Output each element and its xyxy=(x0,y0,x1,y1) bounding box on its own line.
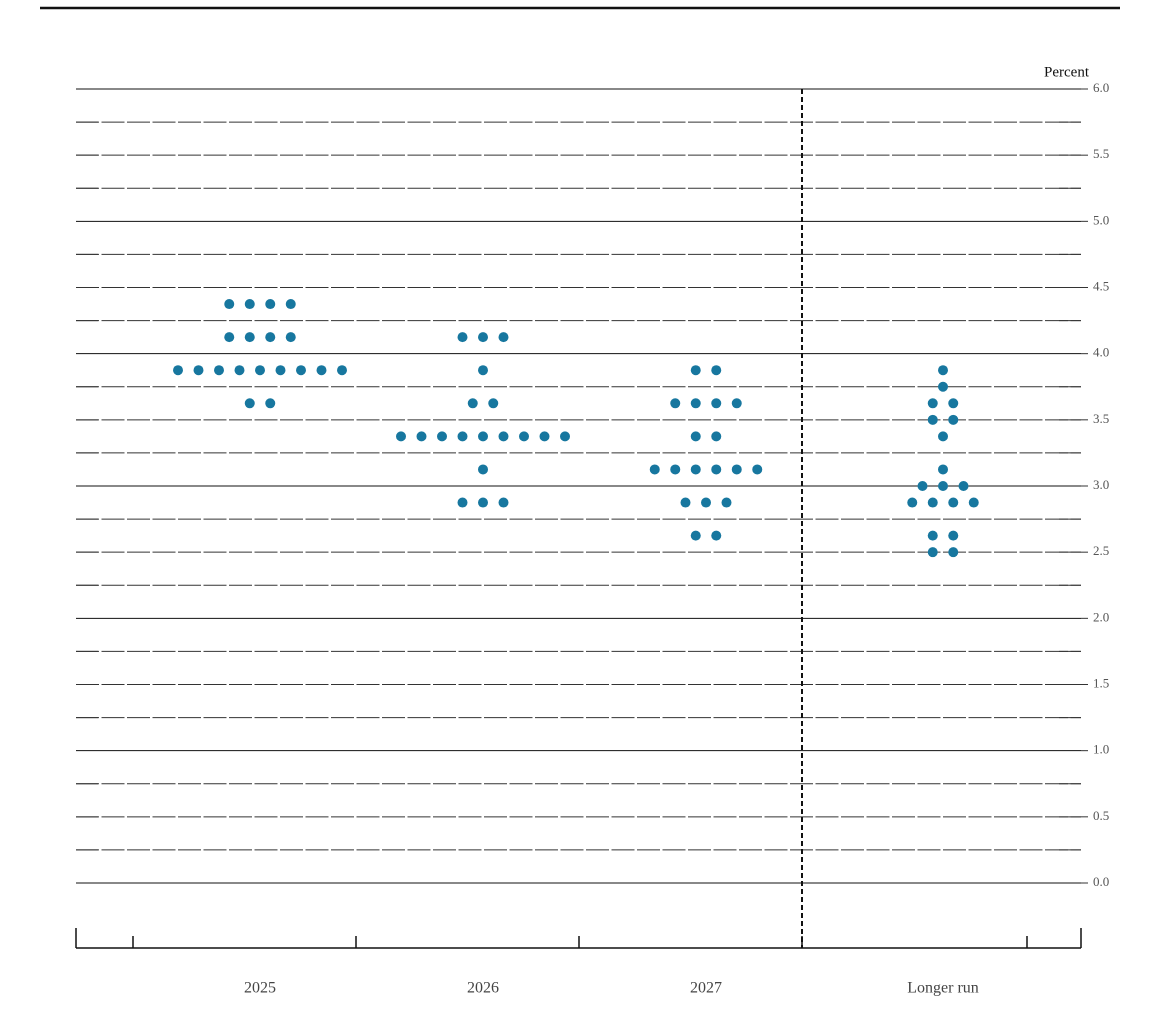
dot xyxy=(917,481,928,491)
dot xyxy=(938,431,948,442)
dot xyxy=(265,398,276,409)
y-tick-label: 1.5 xyxy=(1093,675,1109,690)
dot xyxy=(731,398,742,409)
dot xyxy=(948,497,959,508)
dot xyxy=(234,365,245,376)
dot xyxy=(173,365,183,376)
dot xyxy=(488,398,499,409)
dot xyxy=(690,464,701,475)
dot xyxy=(478,497,488,508)
dot xyxy=(938,365,948,376)
dot xyxy=(927,530,938,541)
dot xyxy=(316,365,327,376)
dot xyxy=(907,497,918,508)
y-tick-label: 4.0 xyxy=(1093,345,1109,360)
dot xyxy=(296,365,306,376)
dot xyxy=(948,530,959,541)
x-tick-label: 2026 xyxy=(467,980,499,997)
dot xyxy=(214,365,224,376)
dot xyxy=(244,299,255,310)
dot xyxy=(752,464,763,475)
dot xyxy=(938,464,948,475)
dot xyxy=(244,398,255,409)
dot xyxy=(721,497,732,508)
dot xyxy=(948,398,959,409)
dot xyxy=(519,431,529,442)
dot xyxy=(498,332,509,343)
y-tick-label: 4.5 xyxy=(1093,278,1109,293)
dot xyxy=(244,332,255,343)
dot xyxy=(711,398,722,409)
y-tick-label: 1.0 xyxy=(1093,742,1109,757)
dot xyxy=(498,497,509,508)
dot xyxy=(649,464,660,475)
dot xyxy=(938,381,948,392)
dot xyxy=(478,365,488,376)
dot xyxy=(478,431,488,442)
dot xyxy=(711,464,722,475)
y-tick-label: 0.5 xyxy=(1093,808,1109,823)
y-tick-label: 5.5 xyxy=(1093,146,1109,161)
dot xyxy=(711,365,722,376)
dot xyxy=(285,332,296,343)
dot xyxy=(255,365,265,376)
x-tick-label: Longer run xyxy=(907,980,979,997)
dot xyxy=(478,464,488,475)
dot xyxy=(437,431,447,442)
dot xyxy=(670,464,681,475)
dot xyxy=(701,497,711,508)
dot xyxy=(690,530,701,541)
dot xyxy=(927,414,938,425)
y-tick-label: 5.0 xyxy=(1093,212,1109,227)
dot xyxy=(560,431,570,442)
dot xyxy=(711,431,722,442)
dot xyxy=(690,398,701,409)
dot xyxy=(193,365,204,376)
dot xyxy=(275,365,286,376)
dot xyxy=(938,481,948,491)
dot xyxy=(539,431,550,442)
dot xyxy=(337,365,347,376)
dot xyxy=(457,431,468,442)
dot xyxy=(948,414,959,425)
y-tick-label: 0.0 xyxy=(1093,874,1109,889)
dot xyxy=(711,530,722,541)
dot xyxy=(958,481,969,491)
dot xyxy=(680,497,691,508)
dot xyxy=(690,365,701,376)
dot xyxy=(927,497,938,508)
dot xyxy=(265,299,276,310)
dot xyxy=(457,332,468,343)
dot xyxy=(396,431,406,442)
dot xyxy=(690,431,701,442)
y-tick-label: 2.0 xyxy=(1093,609,1109,624)
dot xyxy=(224,332,235,343)
dot xyxy=(670,398,681,409)
dot xyxy=(731,464,742,475)
dot xyxy=(968,497,979,508)
y-tick-label: 3.0 xyxy=(1093,477,1109,492)
dot xyxy=(457,497,468,508)
dot xyxy=(948,547,959,558)
dot xyxy=(224,299,235,310)
dot xyxy=(498,431,509,442)
dot xyxy=(467,398,478,409)
y-tick-label: 6.0 xyxy=(1093,80,1109,95)
dot xyxy=(416,431,427,442)
x-tick-label: 2027 xyxy=(690,980,722,997)
dot xyxy=(927,547,938,558)
x-tick-label: 2025 xyxy=(244,980,276,997)
y-tick-label: 2.5 xyxy=(1093,543,1109,558)
dot xyxy=(478,332,488,343)
y-axis-label: Percent xyxy=(1044,64,1090,80)
y-tick-label: 3.5 xyxy=(1093,411,1109,426)
dot xyxy=(265,332,276,343)
dot xyxy=(285,299,296,310)
dot xyxy=(927,398,938,409)
